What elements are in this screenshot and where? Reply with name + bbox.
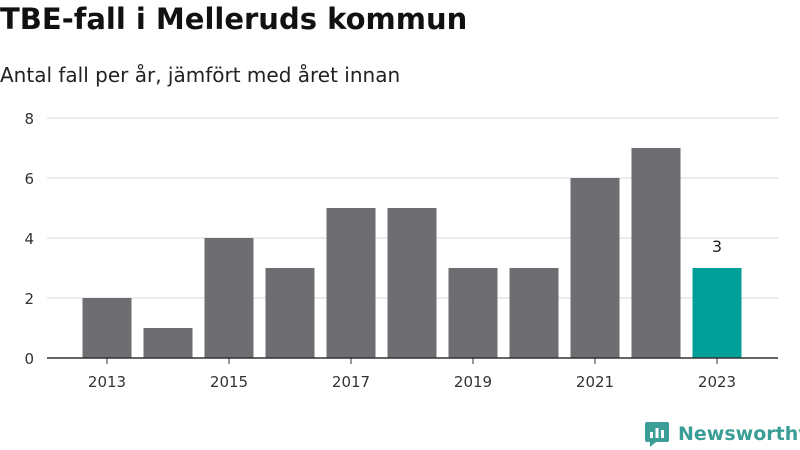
data-label-2023: 3 <box>712 237 722 256</box>
bar-2016 <box>265 268 315 358</box>
bar-2015 <box>204 238 254 358</box>
bar-2013 <box>82 298 132 358</box>
y-tick-label: 2 <box>24 290 34 308</box>
chart-title: TBE-fall i Melleruds kommun <box>0 2 468 36</box>
bar-2020 <box>509 268 559 358</box>
brand-name: Newsworthy <box>678 423 800 445</box>
bar-2014 <box>143 328 193 358</box>
y-tick-label: 6 <box>24 170 34 188</box>
bars <box>82 148 742 358</box>
x-axis-ticks: 2013 2015 2017 2019 2021 2023 <box>88 358 736 391</box>
data-labels: 3 <box>712 237 722 256</box>
bar-2021 <box>570 178 620 358</box>
y-tick-label: 4 <box>24 230 34 248</box>
y-axis-ticks: 0 2 4 6 8 <box>24 110 34 368</box>
bar-2017 <box>326 208 376 358</box>
y-tick-label: 8 <box>24 110 34 128</box>
x-tick-label: 2021 <box>576 373 614 391</box>
bar-2023 <box>692 268 742 358</box>
x-tick-label: 2013 <box>88 373 126 391</box>
y-tick-label: 0 <box>24 350 34 368</box>
x-tick-label: 2023 <box>698 373 736 391</box>
x-tick-label: 2019 <box>454 373 492 391</box>
x-tick-label: 2017 <box>332 373 370 391</box>
chart-subtitle: Antal fall per år, jämfört med året inna… <box>0 63 401 87</box>
bar-2022 <box>631 148 681 358</box>
x-tick-label: 2015 <box>210 373 248 391</box>
bar-2018 <box>387 208 437 358</box>
bar-2019 <box>448 268 498 358</box>
newsworthy-logo: Newsworthy <box>644 420 800 448</box>
newsworthy-icon <box>645 422 669 447</box>
